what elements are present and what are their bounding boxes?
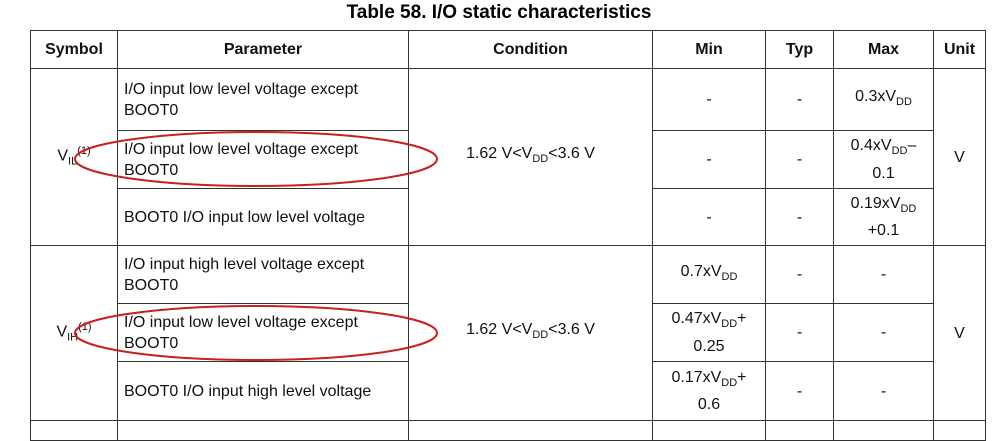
- typ-cell: -: [765, 303, 834, 362]
- unit-cell: V: [933, 245, 986, 421]
- cell-text: -: [706, 151, 712, 168]
- typ-cell: -: [765, 361, 834, 421]
- cell-text: 0.7xV: [680, 262, 722, 280]
- unit-cell: V: [933, 68, 986, 246]
- cell-text: -: [880, 324, 887, 341]
- table-row: VIL(1) I/O input low level voltage except…: [30, 68, 986, 246]
- max-cell: 0.4xVDD– 0.1: [833, 130, 934, 189]
- max-cell: -: [833, 303, 934, 362]
- max-cell: -: [833, 245, 934, 304]
- max-cell: -: [833, 361, 934, 421]
- highlight-ellipse: [74, 131, 438, 187]
- parameter-cell: I/O input low level voltage except BOOT0: [117, 68, 409, 131]
- subscript: DD: [721, 318, 738, 331]
- typ-cell: -: [765, 188, 834, 246]
- subscript: IL: [68, 155, 78, 168]
- cell-text: -: [880, 382, 887, 400]
- subscript: DD: [891, 145, 908, 158]
- column-header: Condition: [408, 30, 653, 69]
- cell-text: V: [954, 324, 965, 342]
- cell-text: 0.19xV: [850, 194, 901, 212]
- cell-text: -: [796, 324, 803, 341]
- annotations: [74, 131, 438, 361]
- cell-text: <3.6 V: [548, 321, 595, 339]
- subscript: DD: [896, 96, 912, 109]
- cell-text: BOOT0 I/O input high level voltage: [124, 382, 372, 400]
- cell-text: -: [706, 91, 712, 108]
- cell-text: 1.62 V<V: [466, 145, 533, 163]
- cell-text: BOOT0 I/O input low level voltage: [124, 208, 365, 226]
- cell-text: +0.1: [867, 222, 900, 240]
- cell-text: 0.4xV: [850, 137, 892, 155]
- subscript: IH: [67, 331, 79, 344]
- condition-cell: 1.62 V<VDD<3.6 V: [408, 245, 653, 421]
- highlight-ellipse: [74, 305, 438, 361]
- cell-text: 0.3xV: [855, 87, 897, 105]
- subscript: DD: [532, 329, 549, 342]
- typ-cell: -: [765, 130, 834, 189]
- condition-cell: 1.62 V<VDD<3.6 V: [408, 68, 653, 246]
- superscript: (1): [78, 321, 92, 334]
- header-row: Symbol Parameter Condition Min Typ Max Unit: [30, 30, 986, 69]
- min-cell: 0.17xVDD+ 0.6: [652, 361, 766, 421]
- column-header: Parameter: [117, 30, 409, 69]
- table-row: BOOT0 I/O input low level voltage - - 0.19x…: [31, 188, 986, 246]
- typ-cell: -: [765, 245, 834, 304]
- cell-text: -: [796, 91, 803, 108]
- subscript: DD: [532, 153, 549, 166]
- column-header: Min: [652, 30, 766, 69]
- cell-text: V: [56, 323, 68, 341]
- page: Table 58. I/O static characteristics Sym…: [30, 2, 986, 441]
- cell-text: -: [796, 266, 803, 283]
- symbol-cell: VIL(1): [30, 68, 118, 246]
- cell-text: I/O input low level voltage except BOOT0: [124, 313, 358, 352]
- column-header: Unit: [933, 30, 986, 69]
- table-title: Table 58. I/O static characteristics: [346, 2, 652, 23]
- cell-text: + 0.25: [693, 310, 747, 355]
- table: Symbol Parameter Condition Min Typ Max Unit VI…: [30, 30, 986, 441]
- max-cell: 0.19xVDD +0.1: [833, 188, 934, 246]
- cell-text: I/O input low level voltage except BOOT0: [124, 80, 358, 119]
- cell-text: V: [954, 148, 965, 166]
- cell-text: 1.62 V<V: [466, 321, 533, 339]
- table-row: I/O input low level voltage except BOOT0…: [31, 130, 986, 189]
- column-header: Symbol: [30, 30, 118, 69]
- max-cell: 0.3xVDD: [833, 68, 934, 131]
- cell-text: -: [796, 208, 803, 226]
- cell-text: I/O input high level voltage except BOOT…: [124, 255, 365, 294]
- cell-text: 0.47xV: [671, 310, 722, 328]
- cell-text: + 0.6: [697, 368, 747, 414]
- cell-text: -: [796, 382, 803, 400]
- subscript: DD: [721, 271, 738, 284]
- cell-text: -: [880, 266, 887, 283]
- cell-text: V: [57, 147, 69, 165]
- cell-text: <3.6 V: [548, 145, 595, 163]
- cell-text: – 0.1: [872, 137, 917, 182]
- subscript: DD: [900, 203, 917, 216]
- parameter-cell: BOOT0 I/O input low level voltage: [117, 188, 409, 246]
- cell-text: -: [796, 151, 803, 168]
- cell-text: -: [706, 208, 712, 226]
- cell-text: 0.17xV: [671, 368, 722, 386]
- min-cell: 0.7xVDD: [652, 245, 766, 304]
- subscript: DD: [721, 377, 738, 390]
- min-cell: 0.47xVDD+ 0.25: [652, 303, 766, 362]
- parameter-cell: I/O input low level voltage except BOOT0: [117, 130, 409, 189]
- cell-text: I/O input low level voltage except BOOT0: [124, 140, 358, 179]
